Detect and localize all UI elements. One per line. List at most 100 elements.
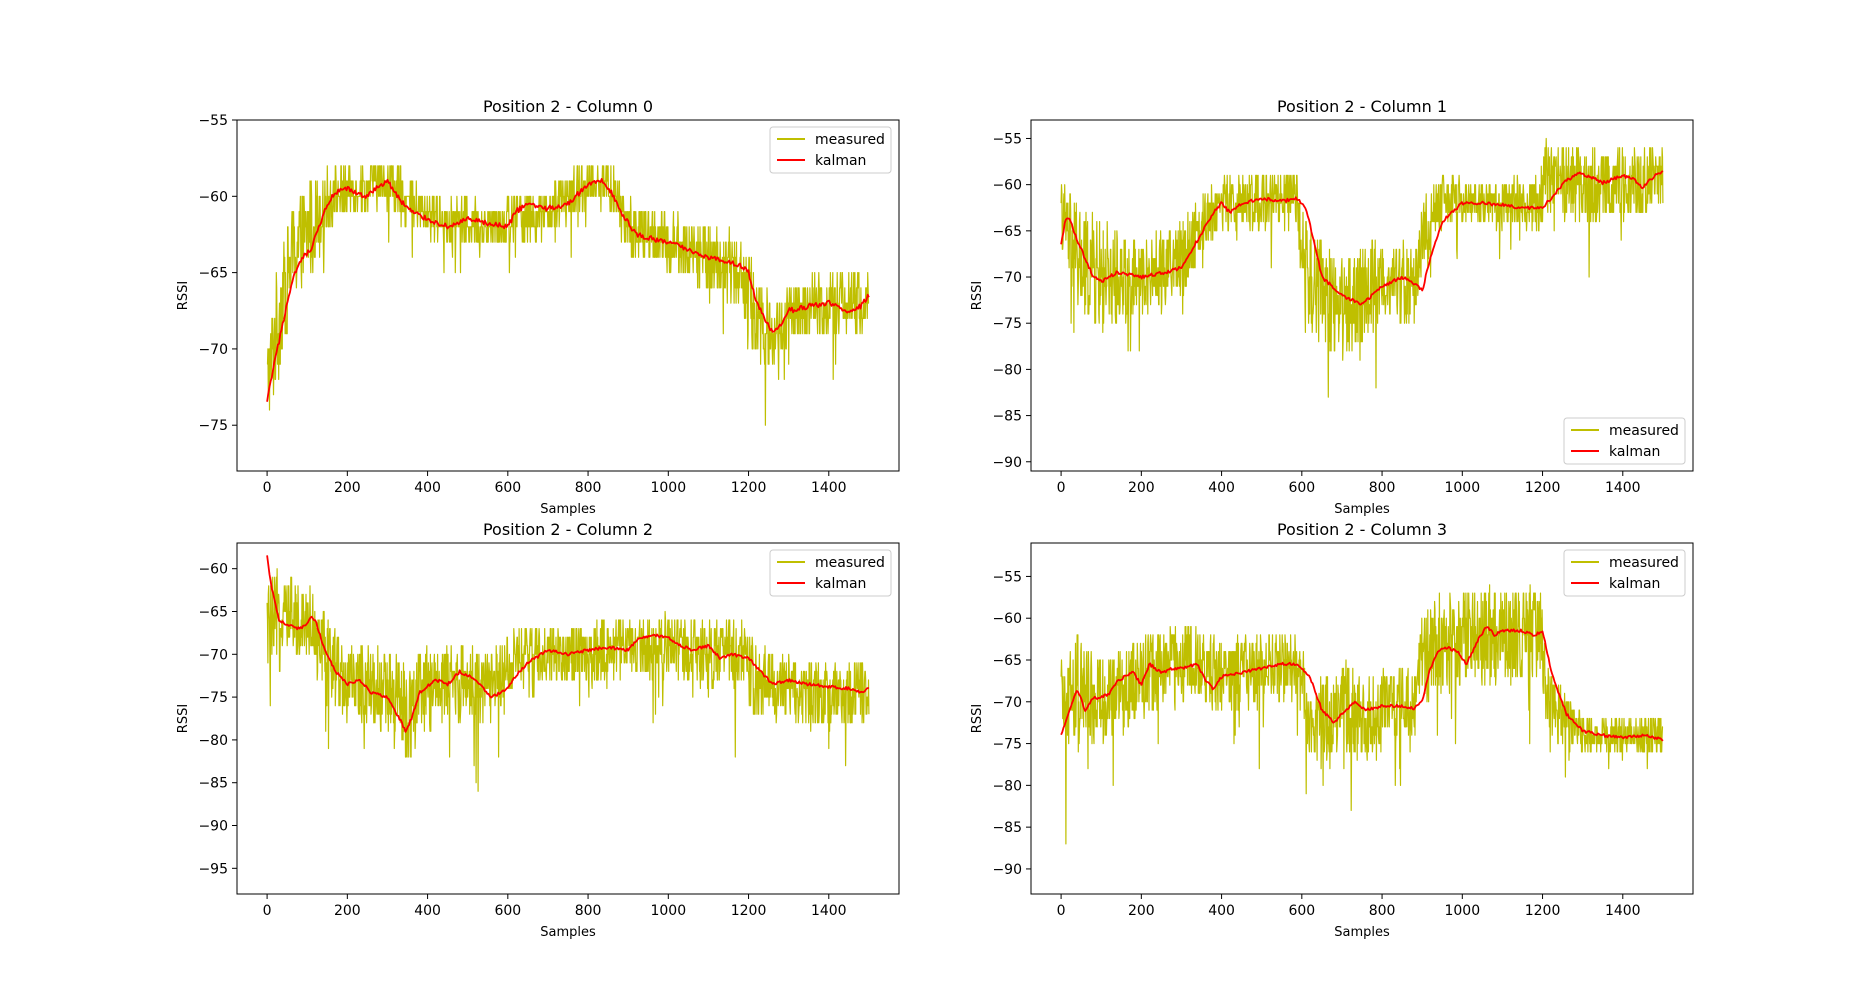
legend: measured kalman <box>1563 549 1686 597</box>
y-axis-label: RSSI <box>970 704 985 733</box>
y-tick-label: −75 <box>992 737 1022 753</box>
plot-title: Position 2 - Column 2 <box>483 520 653 539</box>
y-tick-label: −60 <box>992 178 1022 194</box>
plot-title: Position 2 - Column 0 <box>483 97 653 116</box>
legend-kalman-label: kalman <box>815 576 866 592</box>
x-tick-label: 200 <box>334 903 361 919</box>
ticks: 0 200 400 600 800 1000 1200 1400 −90 −85 −80 −75 −70… <box>992 131 1640 496</box>
y-tick-label: −60 <box>198 562 228 578</box>
y-tick-label: −80 <box>198 733 228 749</box>
x-tick-label: 800 <box>575 480 602 496</box>
plot-area <box>1060 137 1664 398</box>
x-tick-label: 1000 <box>650 480 686 496</box>
y-tick-label: −80 <box>992 778 1022 794</box>
x-tick-label: 1200 <box>1525 480 1561 496</box>
y-tick-label: −90 <box>992 862 1022 878</box>
x-tick-label: 400 <box>1208 903 1235 919</box>
legend: measured kalman <box>769 549 892 597</box>
x-tick-label: 600 <box>494 903 521 919</box>
y-tick-label: −75 <box>198 418 228 434</box>
y-tick-label: −65 <box>992 224 1022 240</box>
legend-measured-label: measured <box>1609 555 1679 571</box>
series-kalman-line <box>1060 626 1664 742</box>
y-tick-label: −70 <box>198 342 228 358</box>
x-tick-label: 0 <box>263 480 272 496</box>
y-tick-label: −55 <box>992 569 1022 585</box>
x-tick-label: 200 <box>334 480 361 496</box>
x-tick-label: 1400 <box>1605 903 1641 919</box>
x-tick-label: 600 <box>1288 903 1315 919</box>
axes-border <box>1030 542 1694 895</box>
axes-border <box>1030 119 1694 472</box>
x-axis-label: Samples <box>1334 502 1390 517</box>
plot-title: Position 2 - Column 3 <box>1277 520 1447 539</box>
y-tick-label: −75 <box>198 690 228 706</box>
legend-measured-label: measured <box>1609 423 1679 439</box>
legend-measured-label: measured <box>815 132 885 148</box>
legend-kalman-label: kalman <box>1609 576 1660 592</box>
y-tick-label: −80 <box>992 362 1022 378</box>
y-tick-label: −85 <box>992 409 1022 425</box>
y-tick-label: −70 <box>198 647 228 663</box>
x-tick-label: 600 <box>1288 480 1315 496</box>
legend: measured kalman <box>1563 417 1686 465</box>
plot-area <box>266 555 870 792</box>
y-tick-label: −65 <box>198 604 228 620</box>
plot-area <box>266 165 870 426</box>
legend-measured-label: measured <box>815 555 885 571</box>
x-tick-label: 1200 <box>731 903 767 919</box>
plot-area <box>1060 584 1664 845</box>
subplot-column-3: 0 200 400 600 800 1000 1200 1400 −90 −85 −80 −75 −70… <box>970 520 1694 940</box>
legend: measured kalman <box>769 126 892 174</box>
x-tick-label: 1200 <box>731 480 767 496</box>
y-tick-label: −65 <box>198 266 228 282</box>
y-tick-label: −70 <box>992 695 1022 711</box>
subplot-column-2: 0 200 400 600 800 1000 1200 1400 −95 −90 −85 −80 −75… <box>176 520 900 940</box>
plot-title: Position 2 - Column 1 <box>1277 97 1447 116</box>
y-tick-label: −90 <box>992 455 1022 471</box>
y-axis-label: RSSI <box>970 281 985 310</box>
x-tick-label: 200 <box>1128 480 1155 496</box>
x-tick-label: 0 <box>1057 480 1066 496</box>
x-tick-label: 1200 <box>1525 903 1561 919</box>
series-measured-line <box>266 568 870 792</box>
x-tick-label: 0 <box>1057 903 1066 919</box>
series-kalman-line <box>1060 170 1664 306</box>
x-tick-label: 800 <box>575 903 602 919</box>
x-tick-label: 400 <box>1208 480 1235 496</box>
series-measured-line <box>1060 584 1664 845</box>
legend-kalman-label: kalman <box>815 153 866 169</box>
y-tick-label: −85 <box>992 820 1022 836</box>
y-tick-label: −70 <box>992 270 1022 286</box>
y-tick-label: −75 <box>992 316 1022 332</box>
x-tick-label: 1400 <box>1605 480 1641 496</box>
x-tick-label: 1000 <box>1444 903 1480 919</box>
subplot-column-1: 0 200 400 600 800 1000 1200 1400 −90 −85 −80 −75 −70… <box>970 97 1694 517</box>
ticks: 0 200 400 600 800 1000 1200 1400 −95 −90 −85 −80 −75… <box>198 562 846 919</box>
y-axis-label: RSSI <box>176 704 191 733</box>
series-kalman-line <box>266 555 870 733</box>
y-tick-label: −90 <box>198 819 228 835</box>
y-tick-label: −55 <box>992 131 1022 147</box>
series-kalman-line <box>266 178 870 402</box>
x-tick-label: 0 <box>263 903 272 919</box>
y-tick-label: −85 <box>198 776 228 792</box>
x-axis-label: Samples <box>540 502 596 517</box>
x-axis-label: Samples <box>1334 925 1390 940</box>
x-tick-label: 1000 <box>1444 480 1480 496</box>
axes-border <box>236 119 900 472</box>
y-axis-label: RSSI <box>176 281 191 310</box>
ticks: 0 200 400 600 800 1000 1200 1400 −90 −85 −80 −75 −70… <box>992 569 1640 919</box>
x-tick-label: 800 <box>1369 903 1396 919</box>
x-tick-label: 800 <box>1369 480 1396 496</box>
x-tick-label: 600 <box>494 480 521 496</box>
x-tick-label: 1400 <box>811 480 847 496</box>
ticks: 0 200 400 600 800 1000 1200 1400 −75 −70 −65 −60 −55 <box>198 113 846 496</box>
axes-border <box>236 542 900 895</box>
x-tick-label: 400 <box>414 903 441 919</box>
x-tick-label: 200 <box>1128 903 1155 919</box>
x-tick-label: 400 <box>414 480 441 496</box>
y-tick-label: −60 <box>992 611 1022 627</box>
legend-kalman-label: kalman <box>1609 444 1660 460</box>
